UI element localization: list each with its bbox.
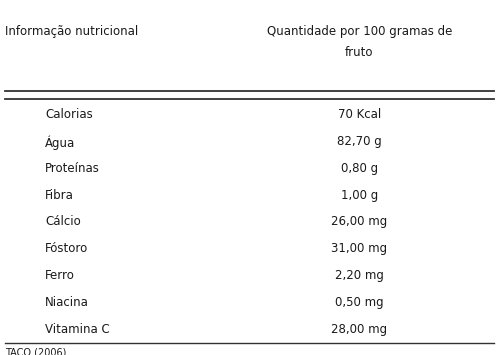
Text: Cálcio: Cálcio	[45, 215, 81, 229]
Text: 82,70 g: 82,70 g	[337, 135, 382, 148]
Text: Niacina: Niacina	[45, 296, 89, 309]
Text: 26,00 mg: 26,00 mg	[331, 215, 387, 229]
Text: Quantidade por 100 gramas de
fruto: Quantidade por 100 gramas de fruto	[266, 25, 452, 59]
Text: 0,50 mg: 0,50 mg	[335, 296, 384, 309]
Text: 2,20 mg: 2,20 mg	[335, 269, 384, 282]
Text: TACO (2006): TACO (2006)	[5, 347, 66, 355]
Text: 0,80 g: 0,80 g	[341, 162, 378, 175]
Text: Calorias: Calorias	[45, 108, 93, 121]
Text: 28,00 mg: 28,00 mg	[331, 323, 387, 336]
Text: 70 Kcal: 70 Kcal	[338, 108, 381, 121]
Text: Água: Água	[45, 135, 75, 149]
Text: 31,00 mg: 31,00 mg	[331, 242, 387, 255]
Text: Fóstoro: Fóstoro	[45, 242, 88, 255]
Text: Vitamina C: Vitamina C	[45, 323, 110, 336]
Text: Informação nutricional: Informação nutricional	[5, 25, 138, 38]
Text: Ferro: Ferro	[45, 269, 75, 282]
Text: 1,00 g: 1,00 g	[341, 189, 378, 202]
Text: Fibra: Fibra	[45, 189, 74, 202]
Text: Proteínas: Proteínas	[45, 162, 100, 175]
